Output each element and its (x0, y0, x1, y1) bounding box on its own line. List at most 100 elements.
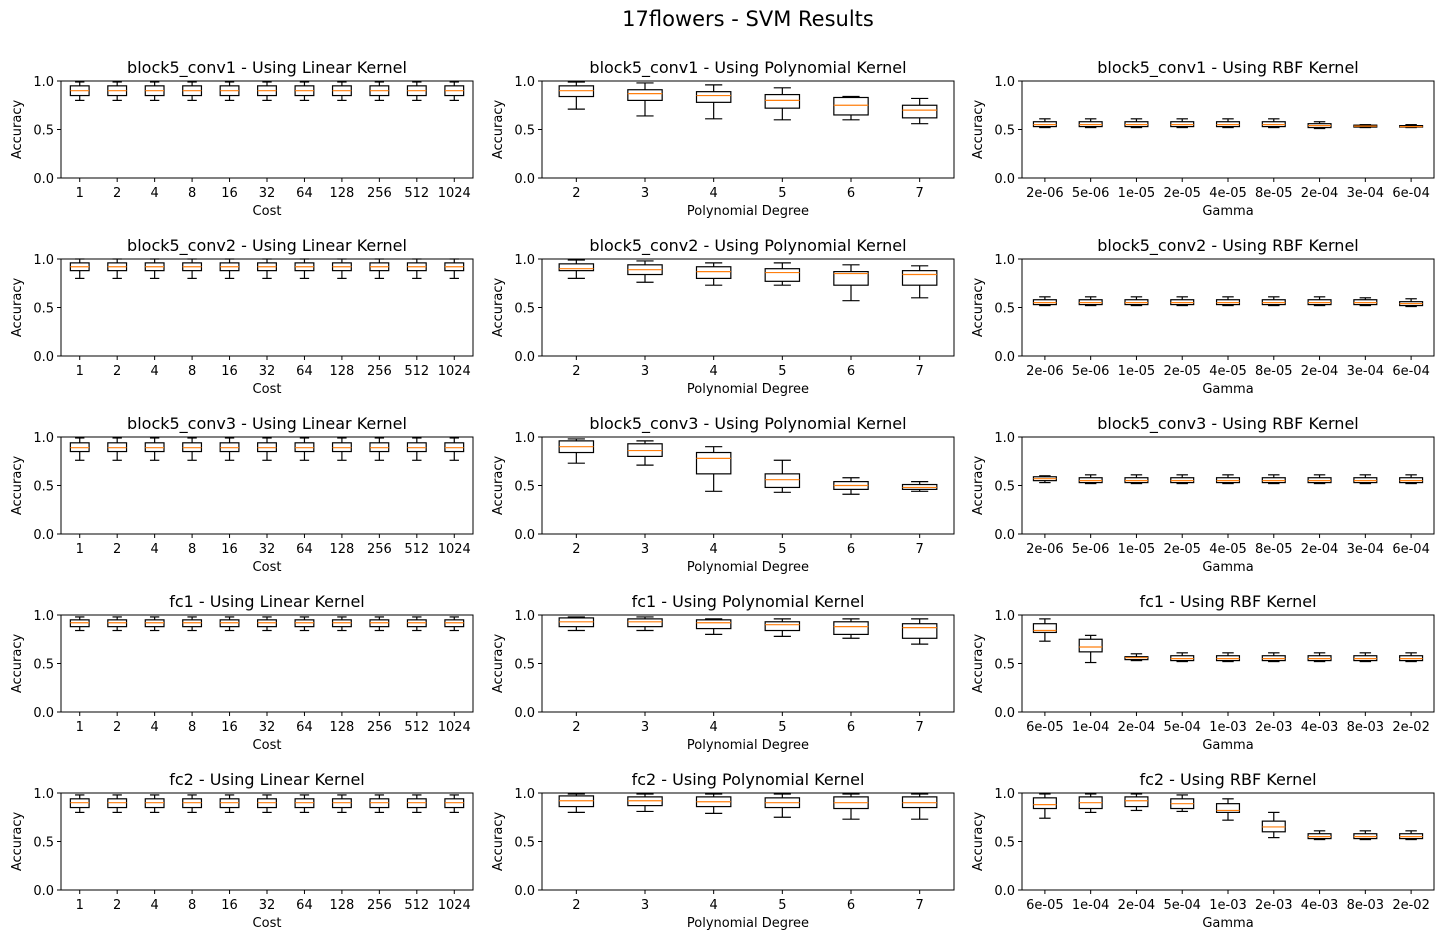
x-tick-label: 2e-03 (1255, 720, 1293, 735)
x-tick-label: 256 (367, 542, 392, 557)
x-tick-label: 8 (188, 186, 196, 201)
x-axis-label: Cost (253, 382, 282, 397)
y-tick-label: 1.0 (33, 787, 54, 802)
box-64 (294, 81, 315, 102)
x-tick-label: 16 (221, 720, 238, 735)
box-1e-03 (1215, 652, 1241, 663)
y-tick-label: 0.5 (514, 836, 535, 851)
box-1e-04 (1078, 793, 1103, 814)
x-tick-label: 6 (847, 542, 855, 557)
x-tick-label: 3e-04 (1347, 186, 1385, 201)
x-axis-label: Polynomial Degree (687, 560, 809, 575)
iqr-box (695, 619, 732, 630)
x-tick-label: 16 (221, 542, 238, 557)
box-4 (695, 793, 732, 814)
y-tick-label: 0.0 (33, 706, 54, 721)
box-6 (833, 793, 869, 820)
x-tick-label: 1024 (438, 364, 471, 379)
x-tick-label: 3 (641, 186, 649, 201)
y-axis-label: Accuracy (971, 278, 986, 338)
subplot: fc1 - Using Linear Kernel 0.0 0.5 1.0 1 2 4 8 16… (10, 592, 474, 753)
subplot: fc2 - Using RBF Kernel 0.0 0.5 1.0 6e-05 1e-0… (971, 770, 1435, 931)
box-6e-05 (1032, 793, 1057, 819)
subplot: fc1 - Using Polynomial Kernel 0.0 0.5 1.0 2 3… (491, 592, 955, 753)
iqr-box (1124, 796, 1149, 808)
box-2e-05 (1170, 474, 1195, 485)
box-4 (695, 618, 732, 636)
x-tick-label: 1e-05 (1118, 542, 1156, 557)
x-tick-label: 4 (710, 364, 718, 379)
y-tick-label: 1.0 (994, 787, 1015, 802)
box-6e-05 (1032, 618, 1057, 642)
box-2e-05 (1170, 118, 1195, 129)
x-tick-label: 1 (76, 720, 84, 735)
x-tick-label: 2e-06 (1026, 364, 1064, 379)
y-axis-label: Accuracy (10, 278, 25, 338)
box-128 (331, 794, 352, 814)
x-tick-label: 5 (778, 720, 786, 735)
box-4e-05 (1215, 118, 1241, 129)
box-2e-04 (1307, 296, 1332, 307)
box-16 (219, 794, 240, 814)
box-2 (558, 259, 595, 279)
x-tick-label: 2 (113, 364, 121, 379)
box-4e-05 (1215, 296, 1241, 307)
y-tick-label: 0.0 (994, 706, 1015, 721)
x-tick-label: 32 (259, 720, 276, 735)
box-3e-04 (1353, 474, 1378, 485)
iqr-box (833, 621, 869, 635)
box-5 (764, 793, 801, 818)
subplot-title: block5_conv2 - Using RBF Kernel (1097, 236, 1358, 256)
box-2e-03 (1261, 652, 1286, 663)
x-tick-label: 32 (259, 364, 276, 379)
x-tick-label: 7 (916, 364, 924, 379)
x-axis-label: Gamma (1202, 916, 1253, 931)
subplot: block5_conv3 - Using Linear Kernel 0.0 0.5… (10, 414, 474, 575)
x-tick-label: 512 (404, 898, 429, 913)
box-7 (901, 618, 938, 645)
x-tick-label: 2 (113, 542, 121, 557)
box-512 (406, 794, 427, 814)
x-tick-label: 1024 (438, 720, 471, 735)
box-64 (294, 258, 315, 279)
x-tick-label: 3 (641, 720, 649, 735)
subplot-title: block5_conv2 - Using Polynomial Kernel (589, 236, 906, 256)
x-tick-label: 2e-05 (1163, 542, 1201, 557)
x-tick-label: 2 (572, 186, 580, 201)
x-tick-label: 7 (916, 186, 924, 201)
x-tick-label: 7 (916, 720, 924, 735)
subplot-title: fc1 - Using Linear Kernel (169, 592, 365, 611)
x-tick-label: 6e-04 (1392, 542, 1430, 557)
x-axis-label: Gamma (1202, 560, 1253, 575)
y-tick-label: 0.0 (514, 528, 535, 543)
box-2e-04 (1307, 121, 1332, 130)
box-6e-04 (1399, 124, 1424, 129)
subplot: block5_conv1 - Using Polynomial Kernel 0.… (491, 58, 955, 219)
box-7 (901, 265, 938, 299)
y-tick-label: 0.5 (994, 658, 1015, 673)
box-2 (558, 438, 595, 464)
x-tick-label: 4e-03 (1301, 720, 1339, 735)
y-tick-label: 1.0 (514, 431, 535, 446)
x-tick-label: 64 (296, 186, 313, 201)
y-axis-label: Accuracy (10, 634, 25, 694)
box-16 (219, 616, 240, 632)
box-5e-06 (1078, 296, 1103, 307)
box-512 (406, 258, 427, 279)
y-tick-label: 0.0 (994, 172, 1015, 187)
box-1 (69, 437, 90, 461)
box-8 (182, 616, 203, 632)
x-tick-label: 2e-03 (1255, 898, 1293, 913)
x-tick-label: 2e-05 (1163, 186, 1201, 201)
x-tick-label: 512 (404, 364, 429, 379)
x-axis-label: Gamma (1202, 382, 1253, 397)
y-tick-label: 0.0 (994, 884, 1015, 899)
y-tick-label: 1.0 (994, 609, 1015, 624)
box-2e-03 (1261, 811, 1286, 839)
x-tick-label: 128 (329, 720, 354, 735)
iqr-box (695, 451, 732, 475)
box-1 (69, 616, 90, 632)
x-tick-label: 4 (710, 898, 718, 913)
box-2e-04 (1124, 653, 1149, 662)
